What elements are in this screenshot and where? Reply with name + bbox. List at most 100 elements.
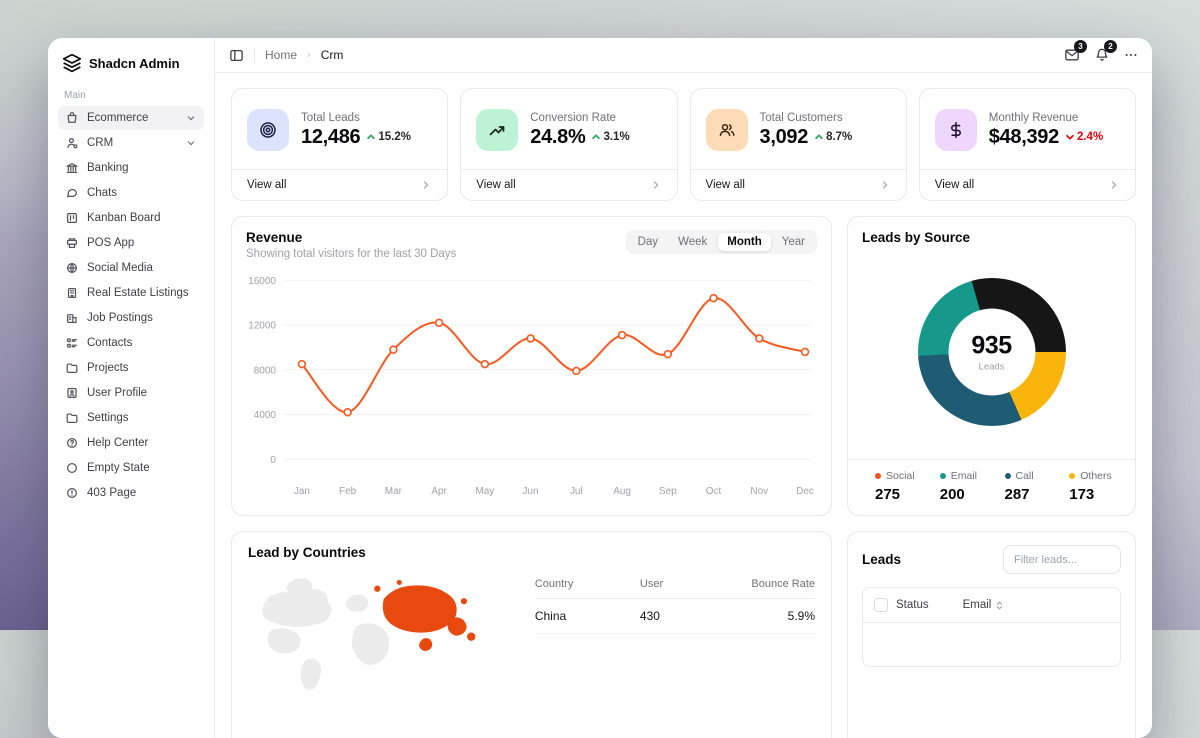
office-building-icon	[67, 313, 77, 323]
x-axis-tick: Apr	[431, 486, 447, 497]
stat-card-conversion-rate: Conversion Rate 24.8% 3.1% View all	[460, 88, 678, 201]
y-axis-tick: 8000	[254, 365, 277, 376]
view-all-link[interactable]: View all	[690, 169, 906, 200]
dashboard-content: Total Leads 12,486 15.2% View all	[215, 73, 1152, 738]
users-icon	[705, 109, 748, 151]
kanban-icon	[67, 212, 77, 223]
email-column-header[interactable]: Email	[963, 599, 1006, 611]
filter-leads-input[interactable]	[1003, 545, 1121, 574]
legend-item-email: Email 200	[939, 470, 978, 503]
folder-icon	[66, 363, 78, 373]
dollar-sign-icon	[934, 109, 977, 151]
world-map	[248, 572, 509, 723]
stat-card-total-leads: Total Leads 12,486 15.2% View all	[231, 88, 449, 201]
range-year-button[interactable]: Year	[773, 233, 814, 251]
y-axis-tick: 0	[270, 455, 276, 466]
nav-label: Kanban Board	[87, 211, 161, 224]
x-axis-tick: Nov	[750, 486, 768, 497]
breadcrumb-home[interactable]: Home	[265, 48, 298, 62]
sidebar-toggle-button[interactable]	[229, 48, 244, 63]
select-all-checkbox[interactable]	[874, 598, 888, 612]
app-logo[interactable]: Shadcn Admin	[58, 49, 204, 77]
sidebar-item-pos-app[interactable]: POS App	[58, 231, 204, 255]
help-circle-icon	[67, 437, 77, 448]
sidebar-item-ecommerce[interactable]: Ecommerce	[58, 106, 204, 130]
nav-label: Projects	[87, 361, 129, 374]
more-menu-button[interactable]	[1124, 48, 1138, 62]
x-axis-tick: Jul	[570, 486, 583, 497]
range-week-button[interactable]: Week	[669, 233, 716, 251]
nav-label: Empty State	[87, 461, 150, 474]
data-point	[709, 293, 718, 303]
nav-label: Chats	[87, 186, 118, 199]
data-point	[297, 359, 307, 369]
legend-dot	[1069, 473, 1076, 479]
bank-icon	[66, 162, 78, 173]
x-axis-tick: Dec	[796, 486, 814, 497]
chevron-right-icon	[1111, 181, 1117, 189]
data-point	[800, 347, 810, 357]
y-axis-tick: 12000	[248, 320, 276, 331]
view-all-link[interactable]: View all	[461, 169, 677, 200]
x-axis-tick: May	[475, 486, 495, 497]
nav-label: User Profile	[87, 386, 148, 399]
stat-delta: 2.4%	[1065, 131, 1103, 143]
mail-button[interactable]: 3	[1064, 40, 1087, 63]
caret-down-icon	[1066, 134, 1074, 140]
revenue-chart-card: Revenue Showing total visitors for the l…	[231, 216, 832, 516]
sidebar-item-kanban-board[interactable]: Kanban Board	[58, 206, 204, 230]
nav-label: Real Estate Listings	[87, 286, 189, 299]
stat-card-total-customers: Total Customers 3,092 8.7% View all	[689, 88, 907, 201]
legend-dot	[875, 473, 881, 479]
nav-label: Social Media	[87, 261, 153, 274]
breadcrumb-current: Crm	[320, 48, 344, 62]
sidebar-item-empty-state[interactable]: Empty State	[58, 456, 204, 480]
sidebar-item-social-media[interactable]: Social Media	[58, 256, 204, 280]
app-title: Shadcn Admin	[89, 55, 180, 71]
sidebar-item-job-postings[interactable]: Job Postings	[58, 306, 204, 330]
sidebar-item-real-estate-listings[interactable]: Real Estate Listings	[58, 281, 204, 305]
leads-table-header: Status Email Amount	[863, 588, 1120, 622]
leads-by-source-card: Leads by Source 935 Leads Social 275	[847, 216, 1136, 516]
sidebar-item-403-page[interactable]: 403 Page	[58, 481, 204, 505]
view-all-link[interactable]: View all	[919, 169, 1135, 200]
sidebar-item-banking[interactable]: Banking	[58, 156, 204, 180]
nav-label: Banking	[87, 161, 129, 174]
stat-label: Total Leads	[301, 111, 360, 124]
data-point	[434, 318, 444, 328]
sidebar-item-user-profile[interactable]: User Profile	[58, 381, 204, 405]
revenue-line	[301, 297, 806, 414]
donut-total: 935	[971, 331, 1012, 360]
app-window: Shadcn Admin Main Ecommerce CRM Banking …	[48, 38, 1152, 738]
status-column-header: Status	[896, 599, 929, 611]
data-point	[572, 366, 581, 376]
range-day-button[interactable]: Day	[629, 233, 667, 251]
sidebar-item-projects[interactable]: Projects	[58, 356, 204, 380]
lead-by-countries-title: Lead by Countries	[248, 545, 366, 560]
chat-icon	[67, 188, 77, 198]
legend-dot	[939, 473, 946, 479]
sidebar-item-settings[interactable]: Settings	[58, 406, 204, 430]
sidebar-item-contacts[interactable]: Contacts	[58, 331, 204, 355]
nav-label: Settings	[87, 411, 129, 424]
main-area: Home › Crm 3 2	[215, 38, 1152, 738]
sidebar-item-help-center[interactable]: Help Center	[58, 431, 204, 455]
chevron-right-icon	[653, 181, 658, 189]
donut-total-label: Leads	[978, 361, 1005, 373]
sidebar-section-label: Main	[64, 90, 86, 101]
view-all-link[interactable]: View all	[232, 169, 448, 200]
range-month-button[interactable]: Month	[718, 233, 771, 251]
sidebar-item-crm[interactable]: CRM	[58, 131, 204, 155]
stat-value: 12,486	[301, 125, 361, 148]
range-toggle: Day Week Month Year	[625, 230, 817, 254]
sidebar-item-chats[interactable]: Chats	[58, 181, 204, 205]
revenue-line-chart: 0 4000 8000 12000 16000 Jan Feb Mar Apr May Jun Jul…	[248, 276, 814, 497]
data-point	[389, 345, 398, 354]
stat-label: Total Customers	[759, 111, 843, 124]
leads-table: Status Email Amount	[862, 587, 1121, 667]
folder-settings-icon	[66, 413, 78, 423]
nav-label: Help Center	[87, 436, 149, 449]
notifications-button[interactable]: 2	[1094, 40, 1117, 63]
mail-icon	[1065, 49, 1079, 61]
building-icon	[67, 287, 77, 298]
